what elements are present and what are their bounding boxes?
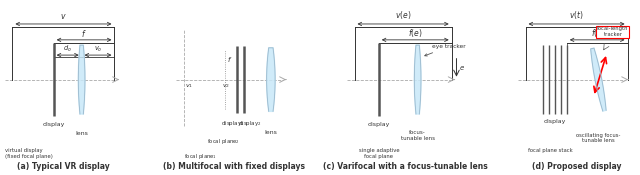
Text: focal plane$_2$: focal plane$_2$ <box>207 136 240 146</box>
Text: display$_2$: display$_2$ <box>239 119 262 128</box>
Text: $f$: $f$ <box>81 27 87 38</box>
Text: $v_1$: $v_1$ <box>185 83 193 90</box>
Text: display: display <box>367 122 390 127</box>
Text: eye tracker: eye tracker <box>425 44 466 56</box>
Polygon shape <box>78 45 85 114</box>
Text: focal plane$_1$: focal plane$_1$ <box>184 152 216 161</box>
Text: $f(e)$: $f(e)$ <box>408 27 422 38</box>
Text: $e$: $e$ <box>459 64 465 72</box>
Text: $v_o$: $v_o$ <box>93 45 102 54</box>
Text: (c) Varifocal with a focus-tunable lens: (c) Varifocal with a focus-tunable lens <box>323 162 488 171</box>
Text: lens: lens <box>264 130 277 135</box>
Polygon shape <box>591 48 606 111</box>
Polygon shape <box>414 45 421 114</box>
Text: (d) Proposed display: (d) Proposed display <box>532 162 621 171</box>
Text: display$_1$: display$_1$ <box>221 119 245 128</box>
Text: $v$: $v$ <box>60 12 67 21</box>
Text: $v(e)$: $v(e)$ <box>395 9 412 21</box>
Text: $d_o$: $d_o$ <box>63 44 72 54</box>
Text: oscillating focus-
tunable lens: oscillating focus- tunable lens <box>576 132 621 143</box>
Text: focal plane stack: focal plane stack <box>528 148 573 153</box>
Text: display: display <box>543 119 566 124</box>
Text: $f(t)$: $f(t)$ <box>591 27 604 38</box>
Text: display: display <box>42 122 65 127</box>
Text: $v_2$: $v_2$ <box>222 83 230 90</box>
Polygon shape <box>267 48 275 111</box>
Text: (b) Multifocal with fixed displays: (b) Multifocal with fixed displays <box>163 162 305 171</box>
Text: single adaptive
focal plane: single adaptive focal plane <box>358 148 399 159</box>
Text: $f$: $f$ <box>227 55 232 64</box>
Text: virtual display
(fixed focal plane): virtual display (fixed focal plane) <box>5 148 53 159</box>
Text: (a) Typical VR display: (a) Typical VR display <box>17 162 110 171</box>
Text: lens: lens <box>76 131 88 136</box>
Text: focus-
tunable lens: focus- tunable lens <box>401 130 435 141</box>
Text: $v(t)$: $v(t)$ <box>569 9 584 21</box>
Text: focal-length
tracker: focal-length tracker <box>597 26 628 37</box>
